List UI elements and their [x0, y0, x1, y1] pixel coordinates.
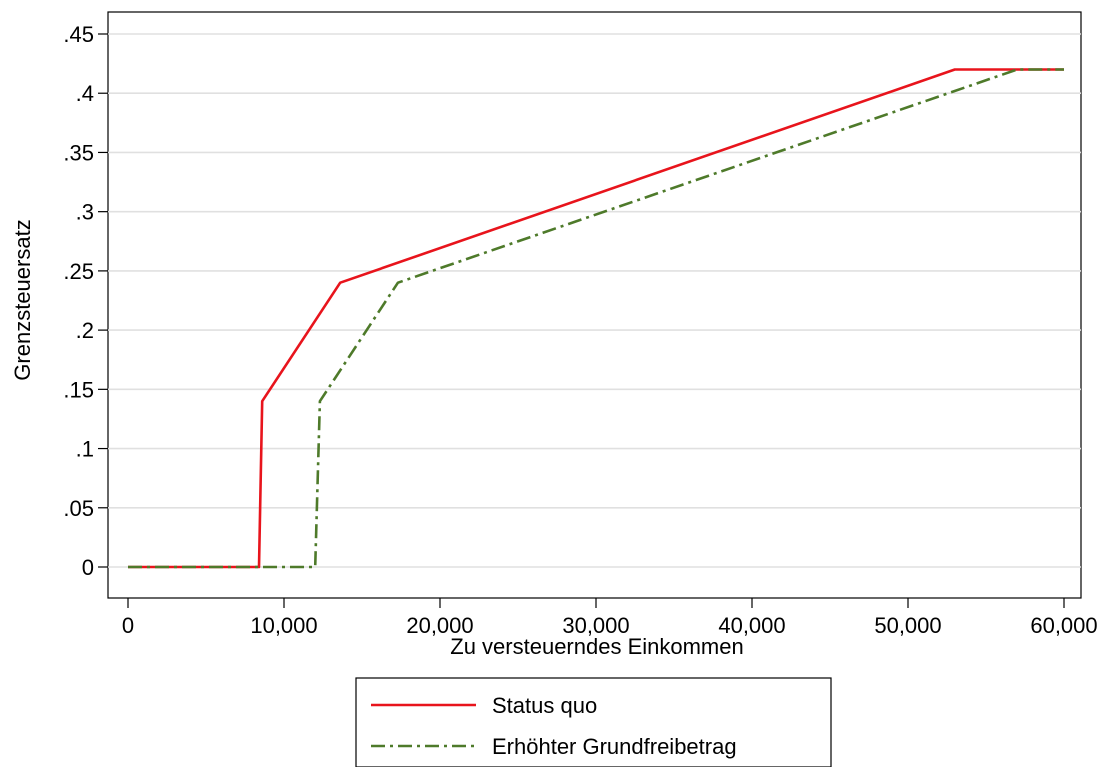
y-tick-label-1: .05 — [63, 496, 94, 521]
y-tick-label-3: .15 — [63, 377, 94, 402]
x-tick-label-0: 0 — [122, 613, 134, 638]
y-tick-label-2: .1 — [76, 437, 94, 462]
y-tick-label-7: .35 — [63, 140, 94, 165]
series-layer — [128, 68, 1064, 569]
x-tick-label-2: 20,000 — [406, 613, 473, 638]
y-axis-title: Grenzsteuersatz — [10, 219, 35, 380]
series-line-1 — [128, 68, 1064, 569]
x-tick-label-5: 50,000 — [874, 613, 941, 638]
legend-label-erhoehter-grundfreibetrag: Erhöhter Grundfreibetrag — [492, 734, 737, 759]
y-tick-label-5: .25 — [63, 259, 94, 284]
y-tick-label-0: 0 — [82, 555, 94, 580]
axes: 0 .05 .1 .15 .2 .25 .3 .35 .4 .45 0 10,000 20,000 30,… — [63, 22, 1097, 638]
legend-box — [355, 677, 832, 767]
x-tick-label-4: 40,000 — [718, 613, 785, 638]
y-tick-label-6: .3 — [76, 200, 94, 225]
plot-area — [107, 11, 1082, 599]
legend: Status quo Erhöhter Grundfreibetrag — [355, 677, 832, 767]
x-tick-label-3: 30,000 — [562, 613, 629, 638]
y-tick-label-9: .45 — [63, 22, 94, 47]
legend-label-status-quo: Status quo — [492, 693, 597, 718]
x-axis-title: Zu versteuerndes Einkommen — [450, 634, 743, 659]
x-tick-label-1: 10,000 — [250, 613, 317, 638]
y-tick-label-4: .2 — [76, 318, 94, 343]
y-tick-label-8: .4 — [76, 81, 94, 106]
x-tick-label-6: 60,000 — [1030, 613, 1097, 638]
